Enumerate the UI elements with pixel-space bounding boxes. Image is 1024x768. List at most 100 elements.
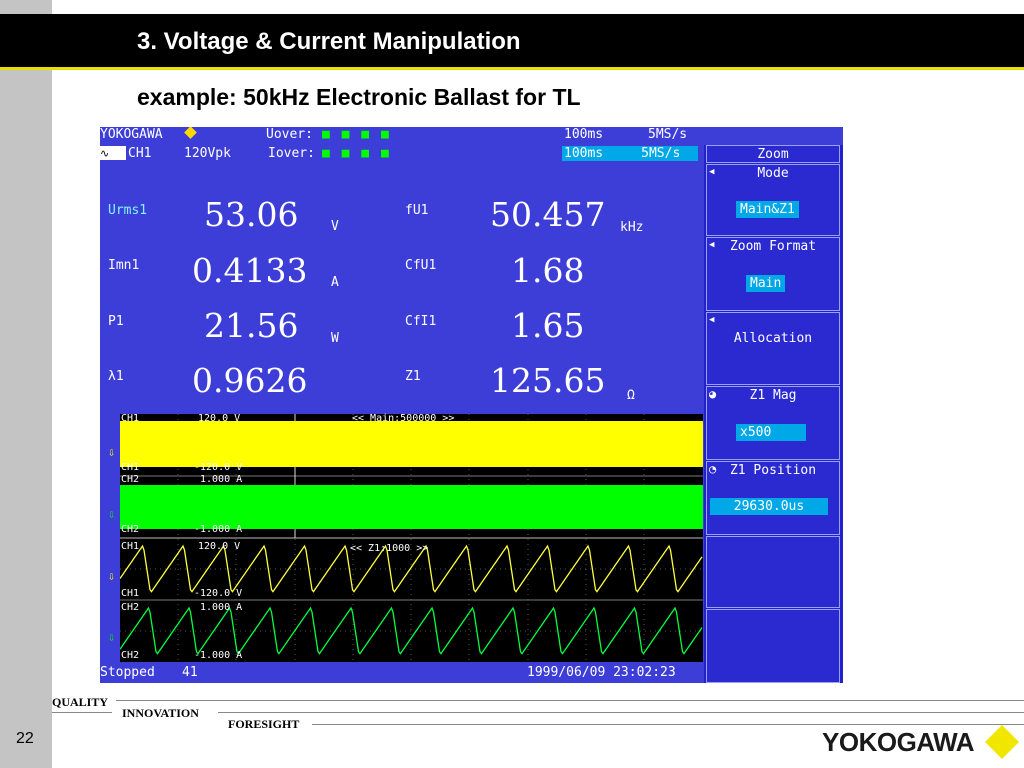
header-range: 120Vpk (184, 146, 231, 161)
z1-position-value: 29630.0us (710, 498, 828, 515)
status-state: Stopped (100, 665, 155, 680)
timebase-zoom-row: 100ms 5MS/s (562, 146, 698, 161)
header-channel: CH1 (128, 146, 152, 161)
imn-unit: A (331, 275, 339, 290)
rotary-knob-icon: ◕ (709, 387, 717, 401)
urms-value: 53.06 (204, 195, 299, 234)
bot-zoom-label: << Z1:1000 >> (350, 543, 429, 554)
slide-subtitle: example: 50kHz Electronic Ballast for TL (137, 84, 581, 110)
top-ch2-min: -1.000 A (194, 524, 243, 535)
footer-line-1 (52, 712, 112, 713)
cfu-value: 1.68 (511, 251, 585, 290)
z1-mag-value: x500 (736, 424, 806, 441)
ch2-zoom-ground-marker-icon: ⇩ (108, 630, 116, 644)
left-arrow-icon: ◀ (709, 315, 715, 325)
samplerate-zoom: 5MS/s (641, 146, 681, 161)
fu-unit: kHz (620, 220, 644, 235)
iover-label: Iover: (268, 146, 315, 161)
page-number: 22 (16, 730, 34, 747)
top-ch1-min: -120.0 V (194, 462, 243, 473)
brand-logo: YOKOGAWA (822, 727, 975, 757)
left-arrow-icon: ◀ (709, 240, 715, 250)
top-ch1-label: CH1 (121, 413, 140, 424)
left-sidebar (0, 0, 52, 768)
bot-ch1-label: CH1 (121, 541, 140, 552)
bot-ch2-min-label: CH2 (121, 650, 140, 661)
uover-indicator: ■ ■ ■ ■ (322, 127, 391, 142)
scope-brand: YOKOGAWA (100, 127, 163, 142)
softkey-zoom-title: Zoom (706, 145, 840, 163)
ch1-main-band (120, 421, 703, 467)
z1-mag-label: Z1 Mag (749, 388, 797, 403)
zoom-title: Zoom (757, 147, 789, 162)
rotary-knob-icon: ◔ (709, 462, 717, 476)
bot-ch2-min: -1.000 A (194, 650, 243, 661)
top-ch2-label: CH2 (121, 474, 140, 485)
bot-ch1-min: -120.0 V (194, 588, 243, 599)
softkey-allocation[interactable]: ◀ Allocation (706, 312, 840, 385)
footer-quality: QUALITY (52, 695, 109, 709)
ch2-ground-marker-icon: ⇩ (108, 507, 116, 521)
softkey-zoom-format[interactable]: ◀ Zoom Format (706, 237, 840, 311)
mode-value: Main&Z1 (736, 201, 799, 218)
waveform-svg (120, 414, 703, 662)
title-bar (0, 14, 1024, 70)
lambda-value: 0.9626 (192, 361, 308, 400)
status-datetime: 1999/06/09 23:02:23 (527, 665, 676, 680)
lambda-label: λ1 (108, 369, 124, 384)
z-label: Z1 (405, 369, 421, 384)
footer-line-2 (116, 700, 1024, 701)
bot-ch1-min-label: CH1 (121, 588, 140, 599)
footer-line-4 (312, 724, 1024, 725)
ch2-main-band (120, 485, 703, 529)
cfu-label: CfU1 (405, 258, 437, 273)
cfi-value: 1.65 (511, 306, 585, 345)
z-value: 125.65 (490, 361, 606, 400)
ch1-zoom-trace (120, 544, 703, 593)
softkey-blank-2[interactable] (706, 609, 840, 683)
p-unit: W (331, 331, 339, 346)
iover-indicator: ■ ■ ■ ■ (322, 146, 391, 161)
footer-foresight: FORESIGHT (228, 717, 300, 731)
sine-icon: ∿ (100, 146, 126, 160)
zoom-format-value: Main (746, 275, 786, 292)
allocation-label: Allocation (733, 331, 813, 346)
urms-unit: V (331, 219, 339, 234)
top-zoom-label: << Main:500000 >> (352, 413, 455, 424)
cfi-label: CfI1 (405, 314, 437, 329)
waveform-display: CH1 120.0 V << Main:500000 >> CH1 -120.0… (120, 413, 703, 662)
slide-title: 3. Voltage & Current Manipulation (137, 28, 521, 55)
urms-label: Urms1 (108, 203, 148, 218)
brand-diamond-icon (184, 127, 197, 139)
footer-innovation: INNOVATION (122, 706, 199, 720)
status-bar: Stopped 41 1999/06/09 23:02:23 (100, 663, 704, 683)
timebase-zoom: 100ms (564, 146, 604, 161)
top-ch2-min-label: CH2 (121, 524, 140, 535)
top-ch1-min-label: CH1 (121, 462, 140, 473)
softkey-blank-1[interactable] (706, 536, 840, 608)
p-value: 21.56 (204, 306, 299, 345)
brand-diamond-icon (985, 725, 1019, 759)
ch2-zoom-trace (120, 606, 703, 655)
imn-label: Imn1 (108, 258, 140, 273)
footer-line-3 (218, 712, 1024, 713)
p-label: P1 (108, 314, 124, 329)
samplerate-main: 5MS/s (648, 127, 688, 142)
imn-value: 0.4133 (192, 251, 308, 290)
status-count: 41 (182, 665, 198, 680)
bot-ch2-max: 1.000 A (200, 602, 243, 613)
left-arrow-icon: ◀ (709, 167, 715, 177)
z-unit: Ω (627, 388, 635, 403)
top-ch2-max: 1.000 A (200, 474, 243, 485)
zoom-format-label: Zoom Format (729, 239, 817, 254)
bot-ch2-label: CH2 (121, 602, 140, 613)
softkey-z1-mag[interactable]: ◕ Z1 Mag (706, 386, 840, 460)
ch1-ground-marker-icon: ⇩ (108, 445, 116, 459)
fu-label: fU1 (405, 203, 429, 218)
timebase-main: 100ms (564, 127, 604, 142)
ch1-zoom-ground-marker-icon: ⇩ (108, 569, 116, 583)
oscilloscope-screen: YOKOGAWA ∿ CH1 120Vpk Uover: Iover: ■ ■ … (100, 127, 843, 683)
softkey-mode[interactable]: ◀ Mode (706, 164, 840, 236)
fu-value: 50.457 (490, 195, 606, 234)
z1-position-label: Z1 Position (729, 463, 817, 478)
